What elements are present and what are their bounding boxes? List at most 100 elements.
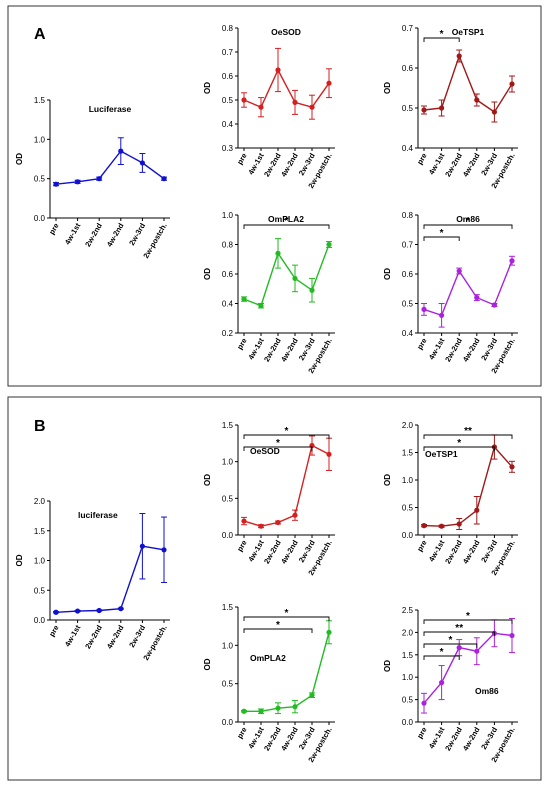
chart-1-point bbox=[292, 99, 298, 105]
chart-4-ytick-label: 0.5 bbox=[402, 300, 414, 309]
chart-3-ylabel: OD bbox=[203, 268, 212, 280]
chart-5-xtick-label: pre bbox=[47, 624, 61, 639]
chart-9-significance-label: ** bbox=[455, 623, 463, 634]
chart-1-ylabel: OD bbox=[203, 82, 212, 94]
chart-9-significance-label: * bbox=[440, 647, 444, 658]
chart-6-significance-bracket bbox=[243, 434, 330, 439]
chart-1-point bbox=[241, 97, 247, 103]
chart-3-significance-bracket bbox=[243, 224, 330, 229]
chart-5-ylabel: OD bbox=[15, 554, 24, 566]
chart-3-ytick-label: 0.2 bbox=[222, 329, 234, 338]
chart-4-point bbox=[456, 268, 462, 274]
chart-7-ytick-label: 0.5 bbox=[402, 504, 414, 513]
chart-5-xtick-label: 2w-2nd bbox=[83, 623, 104, 650]
chart-5-series-line bbox=[55, 545, 165, 613]
chart-6-series-line bbox=[243, 444, 330, 527]
chart-9-series-line bbox=[423, 632, 513, 704]
chart-4-ytick-label: 0.8 bbox=[402, 211, 414, 220]
chart-3-point bbox=[258, 303, 264, 309]
panel-a-frame bbox=[7, 5, 542, 387]
chart-9-title: Om86 bbox=[475, 686, 499, 696]
chart-8-ytick-label: 0.5 bbox=[222, 680, 234, 689]
chart-1-title: OeSOD bbox=[271, 27, 301, 37]
chart-9-ytick-label: 1.0 bbox=[402, 673, 414, 682]
chart-7-significance-bracket bbox=[423, 434, 513, 439]
chart-2-ytick-label: 0.7 bbox=[402, 24, 414, 33]
chart-4-ytick-label: 0.7 bbox=[402, 241, 414, 250]
chart-4-title: Om86 bbox=[456, 214, 480, 224]
chart-0-point bbox=[139, 160, 145, 166]
chart-7-ytick-label: 0.0 bbox=[402, 531, 414, 540]
chart-4-point bbox=[421, 306, 427, 312]
chart-3-point bbox=[241, 296, 247, 302]
chart-4-significance-bracket bbox=[423, 236, 460, 241]
chart-2-significance-bracket bbox=[423, 37, 460, 42]
chart-7-ylabel: OD bbox=[383, 474, 392, 486]
chart-0-xtick-label: 2w-3rd bbox=[127, 221, 147, 247]
chart-7-point bbox=[439, 523, 445, 529]
chart-4-ytick-label: 0.6 bbox=[402, 270, 414, 279]
chart-3-xtick-label: pre bbox=[235, 337, 249, 352]
chart-2-ytick-label: 0.5 bbox=[402, 104, 414, 113]
chart-1-xtick-label: 4w-2nd bbox=[279, 151, 300, 178]
chart-8-significance-label: * bbox=[276, 620, 280, 631]
chart-2-ytick-label: 0.6 bbox=[402, 64, 414, 73]
chart-9-significance-label: * bbox=[448, 635, 452, 646]
chart-3-xtick-label: 4w-2nd bbox=[279, 336, 300, 363]
chart-7-title: OeTSP1 bbox=[425, 449, 458, 459]
chart-5-xtick-label: 4w-1st bbox=[63, 623, 83, 648]
chart-7-point bbox=[474, 507, 480, 513]
chart-6-significance-bracket bbox=[243, 446, 313, 451]
chart-1-ytick-label: 0.8 bbox=[222, 24, 234, 33]
chart-5-ytick-label: 0.0 bbox=[34, 616, 46, 625]
chart-6-point bbox=[292, 512, 298, 518]
chart-9-ytick-label: 1.5 bbox=[402, 651, 414, 660]
chart-9-significance-bracket bbox=[423, 619, 513, 624]
chart-6-point bbox=[275, 519, 281, 526]
chart-5-title: luciferase bbox=[78, 510, 118, 520]
chart-5-point bbox=[53, 609, 59, 615]
chart-9-ytick-label: 2.5 bbox=[402, 606, 414, 615]
chart-6-point bbox=[258, 523, 264, 529]
chart-7-significance-bracket bbox=[423, 446, 495, 451]
chart-4-significance-label: * bbox=[466, 216, 470, 227]
chart-8-xtick-label: 4w-2nd bbox=[279, 725, 300, 752]
chart-3-point bbox=[309, 287, 315, 293]
chart-2-point bbox=[474, 97, 480, 103]
chart-4-xtick-label: pre bbox=[415, 337, 429, 352]
chart-4-point bbox=[509, 258, 515, 264]
chart-3-point bbox=[292, 275, 298, 282]
chart-1-ytick-label: 0.4 bbox=[222, 120, 234, 129]
chart-9-ytick-label: 0.5 bbox=[402, 696, 414, 705]
chart-0-xtick-label: 4w-2nd bbox=[105, 221, 126, 248]
chart-9-xtick-label: pre bbox=[415, 726, 429, 741]
chart-8-point bbox=[241, 708, 247, 714]
chart-7-significance-label: * bbox=[457, 438, 461, 449]
chart-1-point bbox=[309, 104, 315, 110]
chart-2-significance-label: * bbox=[440, 29, 444, 40]
chart-4-xtick-label: 4w-2nd bbox=[461, 336, 482, 363]
chart-1-ytick-label: 0.7 bbox=[222, 48, 234, 57]
panel-b-label: B bbox=[34, 418, 46, 435]
chart-4-ylabel: OD bbox=[383, 268, 392, 280]
chart-2-xtick-label: pre bbox=[415, 152, 429, 167]
chart-9-point bbox=[439, 679, 445, 686]
chart-5-ytick-label: 0.5 bbox=[34, 586, 46, 595]
chart-0-ytick-label: 0.5 bbox=[34, 175, 46, 184]
chart-2-point bbox=[456, 53, 462, 59]
chart-6-ytick-label: 1.0 bbox=[222, 458, 234, 467]
chart-7-ytick-label: 2.0 bbox=[402, 421, 414, 430]
chart-5-point bbox=[75, 608, 81, 614]
chart-7-point bbox=[456, 521, 462, 527]
chart-0-ytick-label: 1.5 bbox=[34, 96, 46, 105]
chart-9-significance-label: * bbox=[466, 611, 470, 622]
chart-1-ytick-label: 0.5 bbox=[222, 96, 234, 105]
chart-0-title: Luciferase bbox=[89, 104, 132, 114]
chart-0-ytick-label: 0.0 bbox=[34, 214, 46, 223]
chart-8-point bbox=[275, 705, 281, 711]
chart-8-series-line bbox=[244, 632, 330, 712]
chart-1-ytick-label: 0.3 bbox=[222, 144, 234, 153]
chart-5-point bbox=[96, 607, 102, 614]
chart-9-ytick-label: 0.0 bbox=[402, 718, 414, 727]
